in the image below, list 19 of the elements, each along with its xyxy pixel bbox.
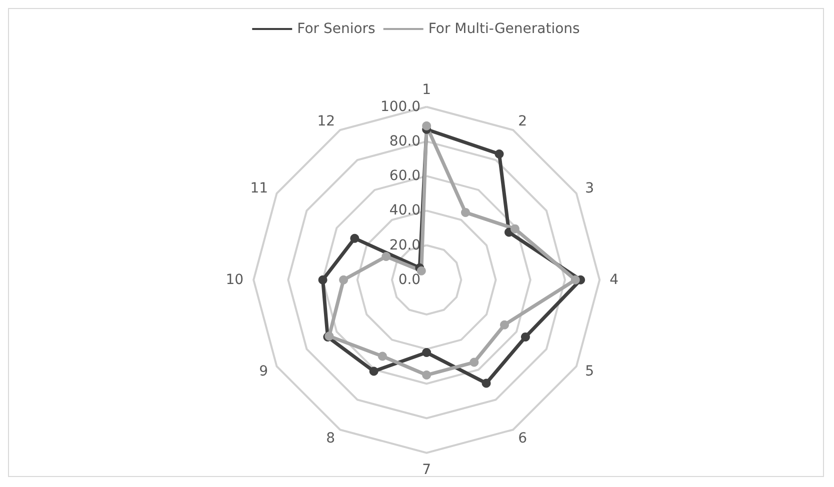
- legend-label: For Seniors: [297, 21, 376, 37]
- spoke-label: 7: [422, 462, 432, 478]
- spoke-label: 2: [518, 113, 528, 130]
- spoke-label: 3: [585, 180, 594, 196]
- spoke-label: 1: [422, 82, 432, 98]
- y-tick-label: 80.0: [389, 133, 421, 150]
- spoke-label: 6: [518, 430, 528, 446]
- y-tick-label: 40.0: [389, 202, 421, 219]
- spoke-label: 9: [259, 363, 268, 380]
- spoke-label: 5: [585, 363, 594, 380]
- spoke-label: 8: [326, 430, 336, 446]
- y-tick-label: 60.0: [389, 168, 421, 184]
- spoke-label: 12: [317, 113, 336, 130]
- legend-label: For Multi-Generations: [428, 21, 580, 37]
- y-tick-label: 0.0: [398, 272, 421, 288]
- spoke-label: 10: [226, 272, 244, 288]
- spoke-label: 11: [250, 180, 268, 196]
- y-tick-label: 100.0: [380, 98, 421, 115]
- spoke-label: 4: [610, 272, 619, 288]
